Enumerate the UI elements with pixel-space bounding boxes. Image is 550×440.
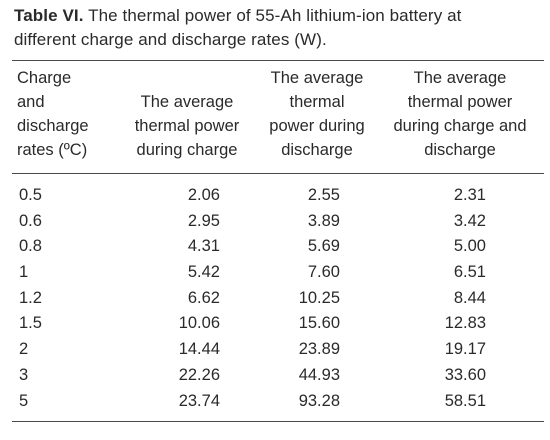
charge-power-cell: 5.42 [187, 263, 220, 282]
header-rates: Charge and discharge rates (ºC) [17, 66, 117, 162]
header-charge-line: during charge [136, 141, 238, 159]
header-charge-line: The average [140, 93, 234, 111]
table-caption: Table VI. The thermal power of 55-Ah lit… [14, 4, 542, 52]
header-both-line: thermal power [407, 93, 513, 111]
bottom-rule [12, 421, 544, 422]
caption-line-2: different charge and discharge rates (W)… [14, 30, 327, 49]
charge-power-cell: 10.06 [178, 314, 220, 333]
header-charge: The average thermal power during charge [116, 90, 258, 162]
rate-cell: 0.5 [19, 186, 42, 204]
charge-power-cell: 2.95 [187, 211, 220, 230]
combined-power-cell: 19.17 [444, 340, 486, 359]
charge-power-cell: 14.44 [178, 340, 220, 359]
header-charge-and-discharge: The average thermal power during charge … [378, 66, 542, 162]
combined-power-cell: 33.60 [444, 365, 486, 384]
header-both-line: during charge and [393, 117, 527, 135]
combined-power-cell: 6.51 [453, 263, 486, 282]
rate-cell: 1.2 [19, 288, 42, 307]
header-discharge-line: thermal [289, 93, 345, 111]
header-both-line: The average [413, 69, 507, 87]
discharge-power-cell: 23.89 [298, 340, 340, 359]
charge-power-cell: 6.62 [187, 288, 220, 307]
header-rule [12, 173, 544, 174]
charge-power-cell: 2.06 [187, 186, 220, 204]
header-both-line: discharge [424, 141, 496, 159]
table-row: 3 22.26 44.93 33.60 [0, 364, 550, 390]
table-row: 0.5 2.06 2.55 2.31 [0, 184, 550, 210]
header-charge-line: thermal power [134, 117, 240, 135]
discharge-power-cell: 15.60 [298, 314, 340, 333]
combined-power-cell: 12.83 [444, 314, 486, 333]
discharge-power-cell: 5.69 [307, 237, 340, 256]
discharge-power-cell: 44.93 [298, 365, 340, 384]
table-row: 2 14.44 23.89 19.17 [0, 338, 550, 364]
discharge-power-cell: 10.25 [298, 288, 340, 307]
header-discharge-line: discharge [281, 141, 353, 159]
header-discharge: The average thermal power during dischar… [256, 66, 378, 162]
table-label: Table VI. [14, 6, 84, 25]
charge-power-cell: 23.74 [178, 391, 220, 410]
charge-power-cell: 22.26 [178, 365, 220, 384]
charge-power-cell: 4.31 [187, 237, 220, 256]
combined-power-cell: 2.31 [453, 186, 486, 204]
header-rates-line: and [17, 93, 45, 111]
rate-cell: 5 [19, 391, 29, 410]
discharge-power-cell: 93.28 [298, 391, 340, 410]
caption-line-1: The thermal power of 55-Ah lithium-ion b… [88, 6, 462, 25]
combined-power-cell: 58.51 [444, 391, 486, 410]
rate-cell: 2 [19, 340, 29, 359]
combined-power-cell: 3.42 [453, 211, 486, 230]
header-rates-line: rates (ºC) [17, 141, 88, 159]
table-row: 0.6 2.95 3.89 3.42 [0, 210, 550, 236]
rate-cell: 1 [19, 263, 29, 282]
table-row: 1 5.42 7.60 6.51 [0, 261, 550, 287]
discharge-power-cell: 2.55 [307, 186, 340, 204]
combined-power-cell: 8.44 [453, 288, 486, 307]
table-row: 5 23.74 93.28 58.51 [0, 390, 550, 416]
rate-cell: 0.8 [19, 237, 42, 256]
table-row: 1.2 6.62 10.25 8.44 [0, 287, 550, 313]
combined-power-cell: 5.00 [453, 237, 486, 256]
header-discharge-line: power during [269, 117, 365, 135]
rate-cell: 0.6 [19, 211, 42, 230]
rate-cell: 1.5 [19, 314, 42, 333]
table-row: 0.8 4.31 5.69 5.00 [0, 235, 550, 261]
header-discharge-line: The average [270, 69, 364, 87]
table-body: 0.5 2.06 2.55 2.31 0.6 2.95 3.89 3.42 0.… [0, 184, 550, 415]
discharge-power-cell: 7.60 [307, 263, 340, 282]
table-row: 1.5 10.06 15.60 12.83 [0, 312, 550, 338]
discharge-power-cell: 3.89 [307, 211, 340, 230]
rate-cell: 3 [19, 365, 29, 384]
header-rates-line: discharge [17, 117, 89, 135]
top-rule [12, 60, 544, 61]
header-rates-line: Charge [17, 69, 72, 87]
